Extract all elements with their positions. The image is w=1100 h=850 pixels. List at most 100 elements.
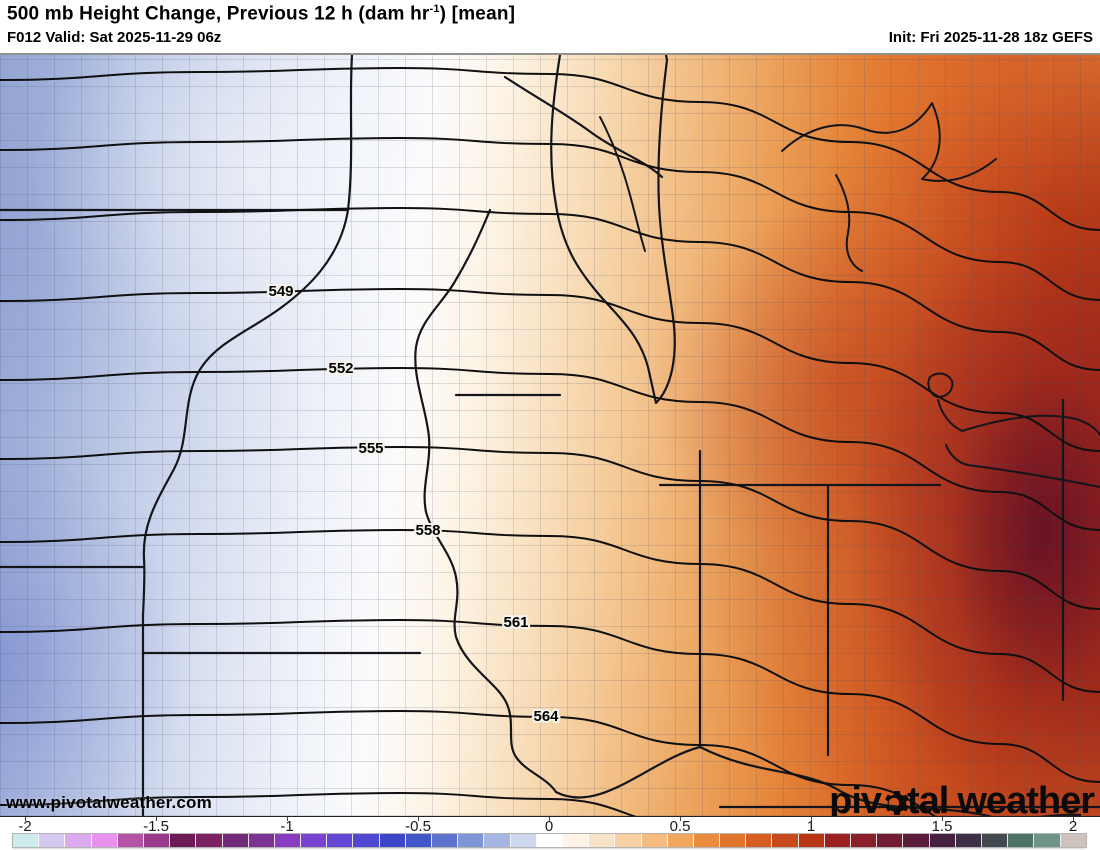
height-contour-line xyxy=(0,66,1100,231)
colorbar-cell xyxy=(929,834,956,847)
forecast-valid-time: F012 Valid: Sat 2025-11-29 06z xyxy=(7,29,222,46)
height-contour-line xyxy=(0,445,1100,610)
colorbar-cell xyxy=(484,834,511,847)
colorbar-cell xyxy=(1034,834,1061,847)
contour-label: 558 xyxy=(415,522,440,539)
colorbar-tick-label: -1 xyxy=(280,818,294,835)
colorbar-cell xyxy=(39,834,66,847)
colorbar-cell xyxy=(510,834,537,847)
colorbar-cell xyxy=(379,834,406,847)
colorbar-tick-label: 1.5 xyxy=(931,818,953,835)
contour-label: 555 xyxy=(358,440,383,457)
colorbar-tick-label: 0.5 xyxy=(669,818,691,835)
geo-mississippi-river xyxy=(414,208,558,794)
height-contour-line xyxy=(0,618,1100,783)
colorbar-tick-mark xyxy=(25,817,26,821)
colorbar-cell xyxy=(405,834,432,847)
geo-lake-stclair xyxy=(927,372,954,398)
geo-lake-huron-shore xyxy=(781,102,997,182)
colorbar-cell xyxy=(327,834,354,847)
colorbar-cell xyxy=(1060,834,1086,847)
page-title: 500 mb Height Change, Previous 12 h (dam… xyxy=(7,3,515,25)
colorbar-cell xyxy=(353,834,380,847)
colorbar-cell xyxy=(248,834,275,847)
logo-text-weather: weather xyxy=(957,780,1095,817)
map-contours-and-borders: 549 552 555 558 561 564 xyxy=(0,55,1100,816)
gear-icon xyxy=(885,790,909,815)
title-superscript: -1 xyxy=(429,3,440,15)
height-contour-line xyxy=(0,366,1100,531)
colorbar-cell xyxy=(641,834,668,847)
height-contour-line xyxy=(0,528,1100,693)
colorbar-axis: -2 -1.5 -1 -0.5 0 0.5 1 1.5 2 xyxy=(0,817,1100,835)
colorbar-tick-label: -2 xyxy=(18,818,32,835)
colorbar-cell xyxy=(746,834,773,847)
colorbar xyxy=(12,833,1087,848)
colorbar-cell xyxy=(562,834,590,847)
colorbar-tick-mark xyxy=(418,817,419,821)
geo-ohio-river xyxy=(554,745,1082,816)
height-contour-line xyxy=(0,709,937,816)
height-contour-line xyxy=(0,136,1100,301)
colorbar-cell xyxy=(274,834,302,847)
colorbar-cell xyxy=(615,834,642,847)
logo-text-piv: piv xyxy=(829,780,882,817)
colorbar-tick-mark xyxy=(811,817,812,821)
colorbar-cell xyxy=(981,834,1009,847)
title-suffix: ) [mean] xyxy=(439,3,516,25)
colorbar-cell xyxy=(903,834,930,847)
colorbar-cell xyxy=(772,834,799,847)
weather-map-canvas: 549 552 555 558 561 564 www.pivotalweather.co… xyxy=(0,55,1100,817)
height-contour-line xyxy=(0,287,1100,452)
colorbar-cell xyxy=(851,834,878,847)
logo-text-tal: tal xyxy=(907,780,949,817)
geo-missouri-river xyxy=(141,208,350,617)
colorbar-cell xyxy=(13,834,40,847)
colorbar-cell xyxy=(301,834,328,847)
colorbar-cell xyxy=(91,834,118,847)
geo-lake-erie-south xyxy=(945,444,1100,488)
contour-label: 552 xyxy=(328,360,353,377)
contour-label: 549 xyxy=(268,283,293,300)
colorbar-cell xyxy=(196,834,223,847)
geo-border-mn-west xyxy=(346,55,354,212)
colorbar-cell xyxy=(536,834,563,847)
colorbar-cell xyxy=(65,834,92,847)
model-init-time: Init: Fri 2025-11-28 18z GEFS xyxy=(888,29,1093,46)
pivotal-weather-logo: piv tal weather xyxy=(829,780,1095,817)
colorbar-cell xyxy=(432,834,459,847)
colorbar-tick-label: 0 xyxy=(544,818,554,835)
height-contour-line xyxy=(0,206,1100,371)
geo-lake-erie-north xyxy=(937,399,1100,436)
colorbar-cell xyxy=(458,834,485,847)
colorbar-tick-label: 2 xyxy=(1068,818,1078,835)
colorbar-cell xyxy=(720,834,747,847)
colorbar-tick-mark xyxy=(942,817,943,821)
colorbar-tick-mark xyxy=(287,817,288,821)
colorbar-tick-mark xyxy=(156,817,157,821)
colorbar-cell xyxy=(117,834,144,847)
height-contour-line xyxy=(0,791,637,816)
colorbar-cell xyxy=(222,834,249,847)
colorbar-cell xyxy=(1008,834,1035,847)
colorbar-cell xyxy=(143,834,171,847)
colorbar-cell xyxy=(667,834,694,847)
colorbar-tick-mark xyxy=(549,817,550,821)
colorbar-cell xyxy=(824,834,851,847)
contour-label: 561 xyxy=(503,614,528,631)
colorbar-tick-label: -0.5 xyxy=(405,818,431,835)
geo-green-bay xyxy=(599,116,646,252)
colorbar-cell xyxy=(170,834,197,847)
contour-label: 564 xyxy=(533,708,559,725)
watermark-url: www.pivotalweather.com xyxy=(6,793,212,812)
colorbar-tick-label: 1 xyxy=(806,818,816,835)
colorbar-cell xyxy=(589,834,616,847)
colorbar-tick-mark xyxy=(680,817,681,821)
colorbar-cell xyxy=(693,834,721,847)
colorbar-cell xyxy=(798,834,825,847)
colorbar-cell xyxy=(955,834,982,847)
colorbar-tick-label: -1.5 xyxy=(143,818,169,835)
colorbar-tick-mark xyxy=(1073,817,1074,821)
geo-lake-michigan xyxy=(550,55,676,405)
colorbar-cell xyxy=(877,834,904,847)
